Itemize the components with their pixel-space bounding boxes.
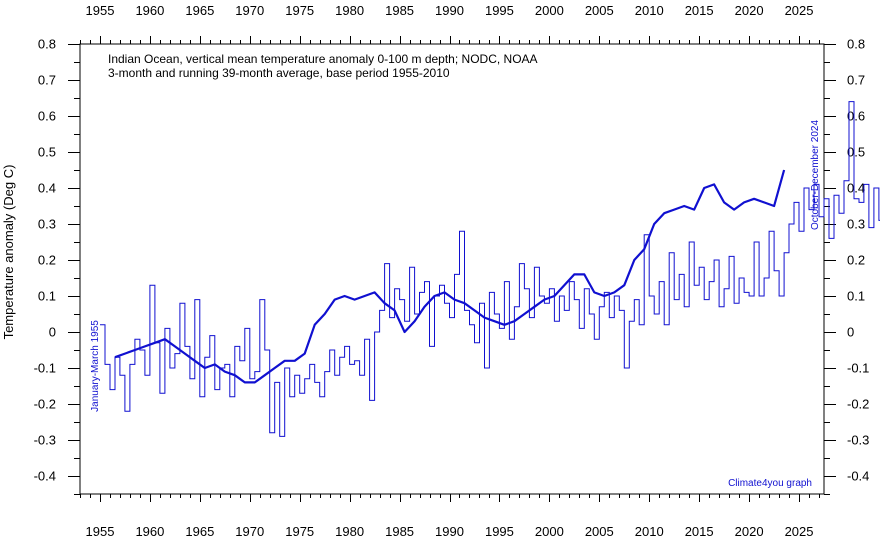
x-tick-label-top: 2010 — [635, 3, 664, 18]
x-tick-label-bottom: 1995 — [485, 524, 514, 539]
y-tick-label-left: -0.1 — [34, 361, 56, 376]
x-tick-label-bottom: 2015 — [685, 524, 714, 539]
y-tick-label-right: 0.3 — [847, 217, 865, 232]
x-tick-label-bottom: 1970 — [235, 524, 264, 539]
y-tick-label-left: 0 — [49, 325, 56, 340]
y-axis-label: Temperature anomaly (Deg C) — [1, 165, 16, 340]
y-tick-label-right: 0.8 — [847, 37, 865, 52]
start-period-label: January-March 1955 — [90, 320, 101, 412]
y-tick-label-right: 0.6 — [847, 109, 865, 124]
x-tick-label-bottom: 1965 — [185, 524, 214, 539]
x-tick-label-top: 2015 — [685, 3, 714, 18]
y-tick-label-right: 0.5 — [847, 145, 865, 160]
x-tick-label-top: 1990 — [435, 3, 464, 18]
chart-subtitle: 3-month and running 39-month average, ba… — [108, 66, 450, 80]
y-tick-label-left: 0.5 — [38, 145, 56, 160]
x-tick-label-bottom: 1975 — [285, 524, 314, 539]
x-tick-label-bottom: 1980 — [335, 524, 364, 539]
x-tick-label-bottom: 2000 — [535, 524, 564, 539]
x-tick-label-top: 1955 — [86, 3, 115, 18]
x-tick-label-top: 1995 — [485, 3, 514, 18]
y-tick-label-left: -0.3 — [34, 433, 56, 448]
x-tick-label-bottom: 2020 — [735, 524, 764, 539]
y-tick-label-left: -0.2 — [34, 397, 56, 412]
x-tick-label-top: 1975 — [285, 3, 314, 18]
y-tick-label-left: 0.8 — [38, 37, 56, 52]
x-tick-label-bottom: 1990 — [435, 524, 464, 539]
y-tick-label-left: 0.4 — [38, 181, 56, 196]
chart-title: Indian Ocean, vertical mean temperature … — [108, 52, 538, 66]
x-tick-label-bottom: 2010 — [635, 524, 664, 539]
x-tick-label-bottom: 2005 — [585, 524, 614, 539]
y-tick-label-right: -0.4 — [847, 469, 869, 484]
x-tick-label-top: 1970 — [235, 3, 264, 18]
y-tick-label-left: 0.2 — [38, 253, 56, 268]
series-3-month-step — [100, 101, 880, 437]
y-tick-label-left: -0.4 — [34, 469, 56, 484]
x-tick-label-bottom: 1960 — [135, 524, 164, 539]
y-tick-label-right: 0 — [847, 325, 854, 340]
y-tick-label-right: 0.4 — [847, 181, 865, 196]
x-tick-label-top: 2025 — [785, 3, 814, 18]
y-tick-label-left: 0.7 — [38, 73, 56, 88]
x-tick-label-top: 1960 — [135, 3, 164, 18]
x-tick-label-bottom: 1955 — [86, 524, 115, 539]
y-tick-label-right: 0.7 — [847, 73, 865, 88]
y-tick-label-right: -0.3 — [847, 433, 869, 448]
x-tick-label-bottom: 1985 — [385, 524, 414, 539]
x-tick-label-bottom: 2025 — [785, 524, 814, 539]
x-tick-label-top: 2000 — [535, 3, 564, 18]
axis-tick-labels: 1955 1955 1960 1960 1965 1965 1970 1970 1975 1975… — [34, 3, 870, 539]
x-tick-label-top: 2020 — [735, 3, 764, 18]
y-tick-label-right: -0.1 — [847, 361, 869, 376]
x-tick-label-top: 1965 — [185, 3, 214, 18]
series-running-average — [114, 169, 786, 384]
x-tick-label-top: 2005 — [585, 3, 614, 18]
series-layer — [100, 101, 880, 437]
y-tick-label-left: 0.1 — [38, 289, 56, 304]
plot-frame — [79, 43, 825, 495]
credit-label: Climate4you graph — [728, 478, 812, 489]
y-tick-label-right: 0.2 — [847, 253, 865, 268]
y-tick-label-left: 0.6 — [38, 109, 56, 124]
axis-ticks — [68, 36, 836, 502]
end-period-label: October-December 2024 — [810, 120, 821, 230]
x-tick-label-top: 1985 — [385, 3, 414, 18]
y-tick-label-left: 0.3 — [38, 217, 56, 232]
y-tick-label-right: 0.1 — [847, 289, 865, 304]
x-tick-label-top: 1980 — [335, 3, 364, 18]
y-tick-label-right: -0.2 — [847, 397, 869, 412]
